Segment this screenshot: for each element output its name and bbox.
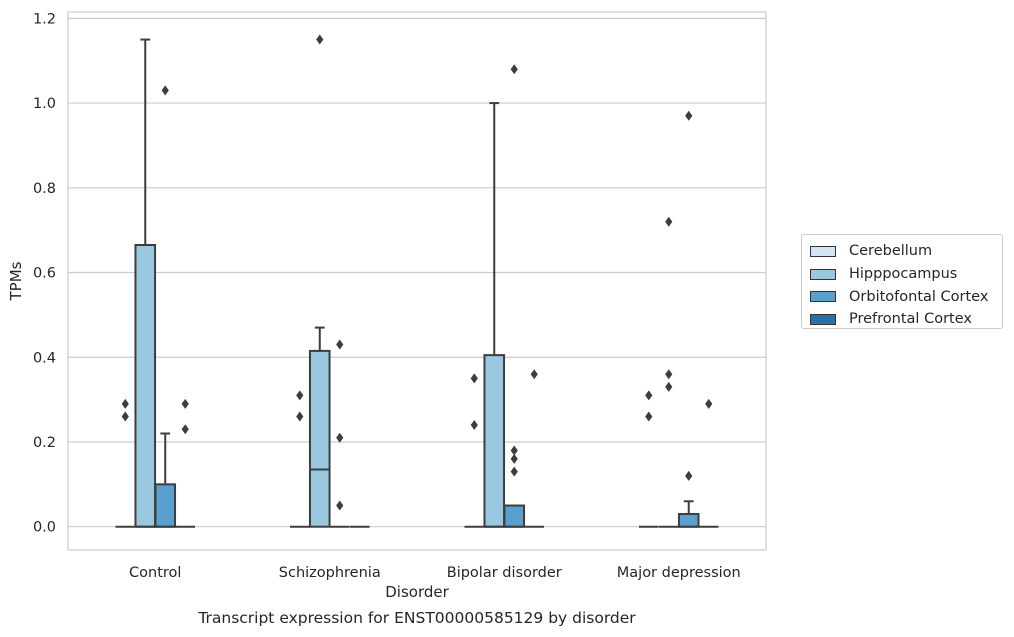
gridlines <box>68 17 766 528</box>
outlier-point <box>665 381 673 392</box>
outlier-point <box>530 369 538 380</box>
outlier-point <box>470 373 478 384</box>
outlier-point <box>510 453 518 464</box>
outlier-point <box>510 64 518 75</box>
legend-item: Cerebellum <box>810 240 1002 263</box>
outlier-point <box>645 411 653 422</box>
box-plot <box>134 38 157 528</box>
outlier-point <box>685 110 693 121</box>
legend-item: Orbitofontal Cortex <box>810 285 1002 308</box>
x-tick-labels: Control Schizophrenia Bipolar disorder Majo… <box>129 565 741 581</box>
x-tick-label: Major depression <box>617 565 741 581</box>
outlier-point <box>181 424 189 435</box>
box-plot <box>677 110 700 528</box>
box <box>483 354 506 528</box>
legend-swatch <box>810 313 836 325</box>
outlier-point <box>296 411 304 422</box>
box <box>308 349 331 528</box>
outlier-point <box>121 398 129 409</box>
box-plot <box>329 339 350 528</box>
y-tick-label: 0.8 <box>33 181 56 197</box>
x-tick-label: Bipolar disorder <box>447 565 562 581</box>
box <box>134 243 157 528</box>
chart-title: Transcript expression for ENST0000058512… <box>197 609 636 627</box>
y-tick-label: 0.2 <box>33 435 56 451</box>
box-plot <box>289 390 310 528</box>
box <box>503 504 526 528</box>
box-plot <box>115 398 136 528</box>
box-plot <box>503 64 526 528</box>
box <box>677 512 700 528</box>
legend-label: Orbitofontal Cortex <box>849 288 989 305</box>
outlier-point <box>316 34 324 45</box>
outlier-point <box>665 369 673 380</box>
x-tick-label: Control <box>129 565 181 581</box>
outlier-point <box>705 398 713 409</box>
legend-swatch <box>810 268 836 280</box>
outlier-point <box>665 216 673 227</box>
outlier-point <box>470 420 478 431</box>
box-plot <box>154 85 177 528</box>
box-plot <box>308 34 331 528</box>
legend-label: Prefrontal Cortex <box>849 311 972 328</box>
box-plots <box>115 34 719 528</box>
y-tick-label: 1.2 <box>33 11 56 27</box>
box-plot <box>638 390 659 528</box>
y-tick-label: 0.0 <box>33 520 56 536</box>
x-axis-label: Disorder <box>385 583 449 601</box>
box-plot <box>483 102 506 528</box>
box-plot <box>698 398 719 528</box>
box-plot <box>524 369 545 528</box>
y-tick-label: 1.0 <box>33 96 56 112</box>
legend: Cerebellum Hipppocampus Orbitofontal Corte… <box>801 234 1003 329</box>
outlier-point <box>645 390 653 401</box>
outlier-point <box>336 500 344 511</box>
outlier-point <box>161 85 169 96</box>
legend-label: Cerebellum <box>849 243 933 260</box>
outlier-point <box>510 466 518 477</box>
outlier-point <box>510 445 518 456</box>
x-tick-label: Schizophrenia <box>279 565 381 581</box>
outlier-point <box>121 411 129 422</box>
plot-frame <box>67 11 767 551</box>
y-tick-labels: 0.0 0.2 0.4 0.6 0.8 1.0 1.2 <box>33 11 56 535</box>
box <box>154 483 177 528</box>
box-plot <box>175 398 196 528</box>
outlier-point <box>685 470 693 481</box>
box-plot <box>464 373 485 528</box>
y-axis-label: TPMs <box>7 261 25 301</box>
y-tick-label: 0.6 <box>33 266 56 282</box>
legend-item: Hipppocampus <box>810 263 1002 286</box>
outlier-point <box>296 390 304 401</box>
legend-swatch <box>810 245 836 257</box>
outlier-point <box>181 398 189 409</box>
legend-item: Prefrontal Cortex <box>810 308 1002 331</box>
y-tick-label: 0.4 <box>33 350 56 366</box>
legend-swatch <box>810 291 836 303</box>
legend-label: Hipppocampus <box>849 266 958 283</box>
box-plot <box>658 216 679 528</box>
outlier-point <box>336 339 344 350</box>
outlier-point <box>336 432 344 443</box>
